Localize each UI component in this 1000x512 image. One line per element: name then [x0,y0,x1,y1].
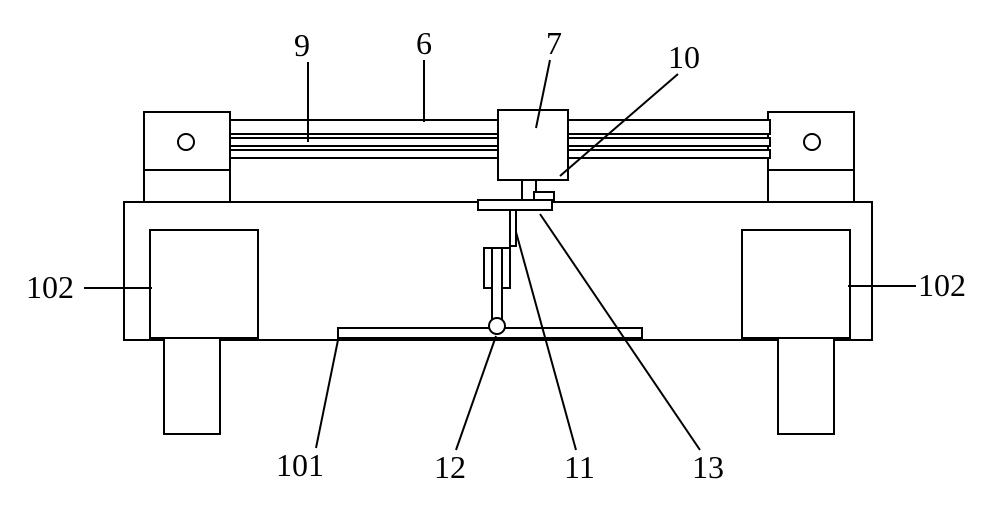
shaft [492,248,502,320]
label-10: 10 [668,39,700,75]
label-7: 7 [546,25,562,61]
carriage-7 [498,110,568,180]
left-cap-hole [178,134,194,150]
inner-stick [510,210,516,246]
label-102R: 102 [918,267,966,303]
label-11: 11 [564,449,595,485]
cap-pad-0 [144,170,230,202]
disc-11 [478,200,552,210]
ball-12 [489,318,505,334]
left-leg [164,338,220,434]
left-block-102 [150,230,258,338]
label-13: 13 [692,449,724,485]
label-12: 12 [434,449,466,485]
label-102L: 102 [26,269,74,305]
arm-13 [534,192,554,200]
right-block-102 [742,230,850,338]
label-101: 101 [276,447,324,483]
leader-12 [456,336,496,450]
cap-pad-1 [768,170,854,202]
label-9: 9 [294,27,310,63]
right-leg [778,338,834,434]
leader-101 [316,340,338,448]
right-cap-hole [804,134,820,150]
label-6: 6 [416,25,432,61]
